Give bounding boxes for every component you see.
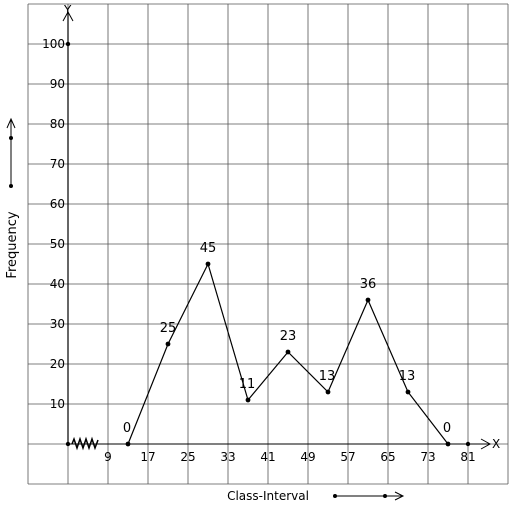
data-label: 25 <box>160 321 177 336</box>
y-tick-label: 10 <box>50 397 65 411</box>
x-direction-arrow <box>333 491 405 501</box>
data-point <box>365 297 371 303</box>
y-tick-label: 90 <box>50 77 65 91</box>
data-label: 13 <box>319 369 336 384</box>
data-label: 36 <box>360 277 377 292</box>
y-axis-letter: Y <box>63 3 72 17</box>
y-tick-label: 40 <box>50 277 65 291</box>
x-tick-label: 41 <box>260 450 275 464</box>
x-tick-label: 73 <box>420 450 435 464</box>
x-tick-label: 17 <box>140 450 155 464</box>
y-axis-arrow <box>62 10 74 22</box>
y-tick-label: 100 <box>42 37 65 51</box>
x-tick-label: 49 <box>300 450 315 464</box>
data-point <box>325 389 331 395</box>
x-tick-label: 57 <box>340 450 355 464</box>
data-point <box>245 397 251 403</box>
tick-labels: 9 17 25 33 41 49 57 65 73 81 10 20 30 40 50 60 70 80 90 100 <box>42 37 476 464</box>
y-tick-label: 80 <box>50 117 65 131</box>
x-axis-title: Class-Interval <box>227 489 309 503</box>
data-label: 45 <box>200 241 217 256</box>
axis-titles: Frequency Class-Interval <box>5 117 405 503</box>
data-point <box>285 349 291 355</box>
x-tick-label: 9 <box>104 450 112 464</box>
x-axis-arrow <box>480 438 492 450</box>
x-tick-label: 33 <box>220 450 235 464</box>
y-tick-label: 50 <box>50 237 65 251</box>
y-tick-label: 60 <box>50 197 65 211</box>
x-axis-break-zigzag <box>71 436 99 451</box>
grid <box>27 3 509 485</box>
x-axis-letter: X <box>492 437 500 451</box>
x-tick-label: 25 <box>180 450 195 464</box>
data-label: 0 <box>123 421 131 436</box>
data-label: 13 <box>399 369 416 384</box>
data-point <box>405 389 411 395</box>
x-tick-point <box>465 441 471 447</box>
y-tick-label: 30 <box>50 317 65 331</box>
data-label: 0 <box>443 421 451 436</box>
x-tick-label: 81 <box>460 450 475 464</box>
y-tick-label: 70 <box>50 157 65 171</box>
data-point <box>205 261 211 267</box>
data-point <box>165 341 171 347</box>
data-label: 23 <box>280 329 297 344</box>
y-axis-title: Frequency <box>5 211 20 278</box>
origin-point <box>65 441 71 447</box>
x-tick-label: 65 <box>380 450 395 464</box>
series: 0 25 45 11 23 13 36 13 0 <box>123 241 451 447</box>
y-tick-label: 20 <box>50 357 65 371</box>
axes: X Y <box>62 3 500 451</box>
y-direction-arrow <box>6 117 16 188</box>
data-label: 11 <box>239 377 256 392</box>
data-point <box>445 441 451 447</box>
y-axis-top-point <box>65 41 71 47</box>
data-point <box>125 441 131 447</box>
